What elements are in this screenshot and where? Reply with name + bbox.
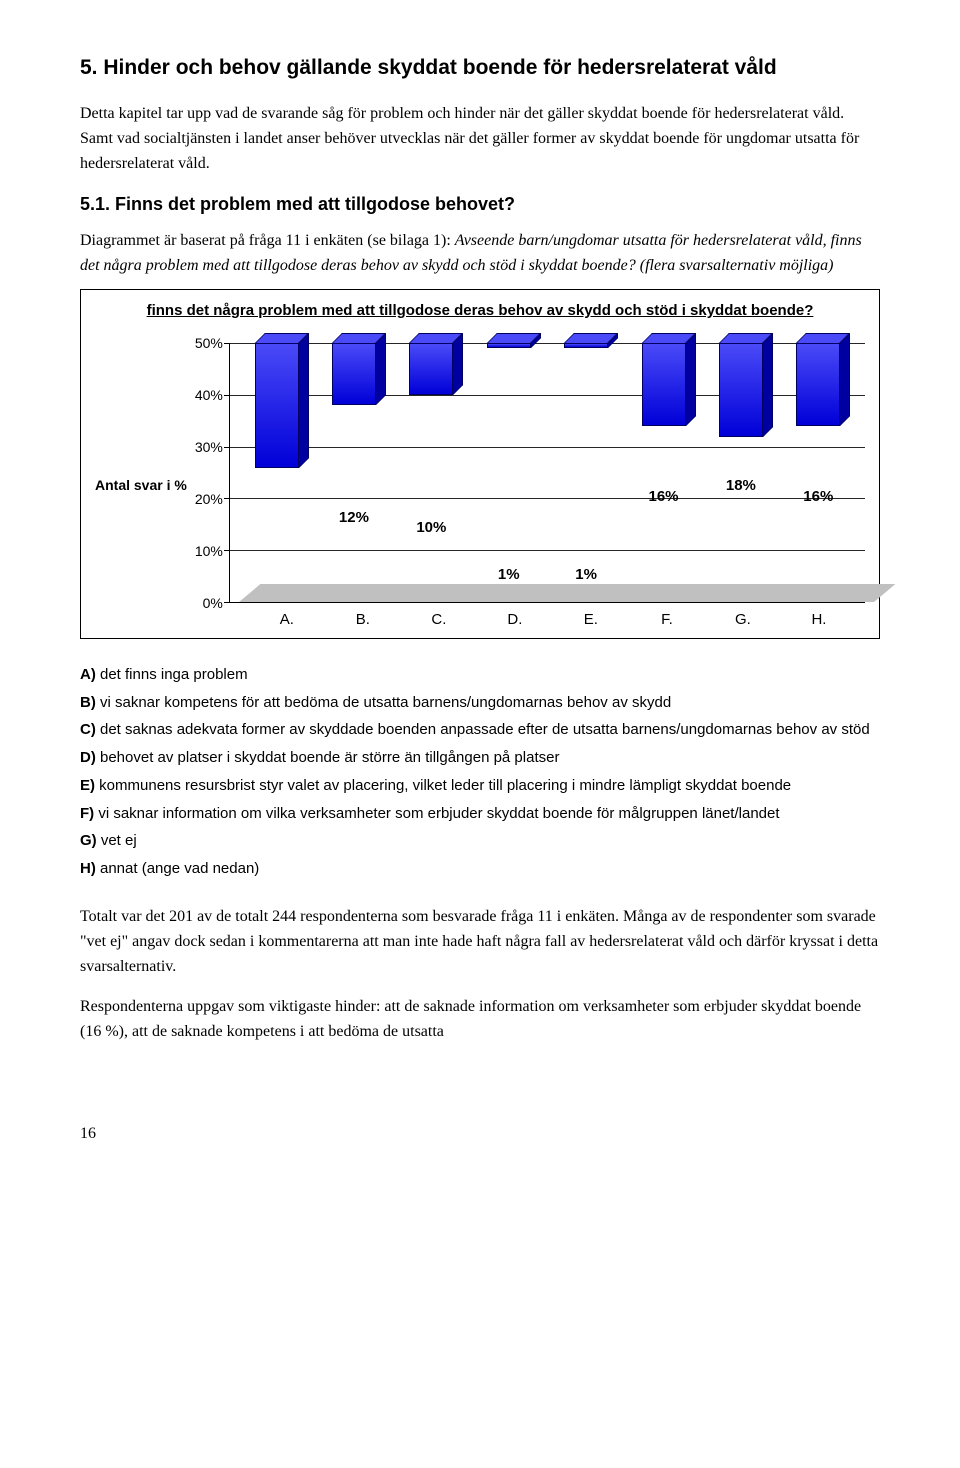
x-axis-label: A. <box>249 611 325 628</box>
intro-paragraph: Detta kapitel tar upp vad de svarande så… <box>80 102 880 176</box>
legend-item: B) vi saknar kompetens för att bedöma de… <box>80 689 880 717</box>
bar <box>409 343 453 395</box>
bar-value-label: 18% <box>726 477 756 494</box>
bar-front <box>487 343 531 348</box>
legend-item: G) vet ej <box>80 827 880 855</box>
legend-item: D) behovet av platser i skyddat boende ä… <box>80 744 880 772</box>
bar-value-label: 1% <box>498 566 520 583</box>
bar <box>332 343 376 405</box>
subsection-heading: 5.1. Finns det problem med att tillgodos… <box>80 194 880 215</box>
bar-side <box>299 333 309 468</box>
bar-value-label: 16% <box>648 488 678 505</box>
legend-item: C) det saknas adekvata former av skyddad… <box>80 716 880 744</box>
section-heading: 5. Hinder och behov gällande skyddat boe… <box>80 56 880 80</box>
x-axis-label: E. <box>553 611 629 628</box>
gridline <box>230 602 865 603</box>
bar-side <box>453 333 463 395</box>
conclusion-paragraph-2: Respondenterna uppgav som viktigaste hin… <box>80 995 880 1045</box>
bar-slot: 1% <box>547 343 624 602</box>
chart-title: finns det några problem med att tillgodo… <box>95 302 865 319</box>
x-axis-label: F. <box>629 611 705 628</box>
bar-front <box>409 343 453 395</box>
bar-slot: 1% <box>470 343 547 602</box>
legend-item: H) annat (ange vad nedan) <box>80 855 880 883</box>
bar-slot: 16% <box>780 343 857 602</box>
question-intro: Diagrammet är baserat på fråga 11 i enkä… <box>80 229 880 279</box>
bar-front <box>796 343 840 426</box>
bar-value-label: 16% <box>803 488 833 505</box>
legend-text: vi saknar information om vilka verksamhe… <box>98 805 779 822</box>
chart-plot-area: 24% 12% 10% 1% 1% 16% 18% 16% <box>229 343 865 603</box>
bar <box>796 343 840 426</box>
legend-item: A) det finns inga problem <box>80 661 880 689</box>
chart-bars: 24% 12% 10% 1% 1% 16% 18% 16% <box>230 343 865 602</box>
page-number: 16 <box>80 1125 880 1143</box>
bar-slot: 18% <box>702 343 779 602</box>
legend-key: H) <box>80 860 100 877</box>
bar-front <box>332 343 376 405</box>
bar-side <box>686 333 696 426</box>
legend-text: vet ej <box>101 832 137 849</box>
bar-value-label: 1% <box>575 566 597 583</box>
bar-slot: 10% <box>393 343 470 602</box>
legend-key: G) <box>80 832 101 849</box>
bar-front <box>255 343 299 468</box>
legend-text: annat (ange vad nedan) <box>100 860 259 877</box>
chart-legend: A) det finns inga problemB) vi saknar ko… <box>80 661 880 883</box>
x-axis-labels: A.B.C.D.E.F.G.H. <box>241 603 865 628</box>
y-tickmark <box>224 602 230 603</box>
legend-text: det saknas adekvata former av skyddade b… <box>100 721 870 738</box>
bar-slot: 16% <box>625 343 702 602</box>
x-axis-label: B. <box>325 611 401 628</box>
legend-item: F) vi saknar information om vilka verksa… <box>80 800 880 828</box>
y-axis-label: Antal svar i % <box>95 343 195 628</box>
y-axis-ticks: 50%40%30%20%10%0% <box>195 343 229 603</box>
legend-key: D) <box>80 749 100 766</box>
chart-container: finns det några problem med att tillgodo… <box>80 289 880 639</box>
bar <box>487 343 531 348</box>
legend-text: behovet av platser i skyddat boende är s… <box>100 749 559 766</box>
legend-text: vi saknar kompetens för att bedöma de ut… <box>100 694 671 711</box>
bar-value-label: 12% <box>339 509 369 526</box>
bar-slot: 12% <box>315 343 392 602</box>
bar <box>255 343 299 468</box>
conclusion-paragraph-1: Totalt var det 201 av de totalt 244 resp… <box>80 905 880 979</box>
legend-key: E) <box>80 777 99 794</box>
legend-key: C) <box>80 721 100 738</box>
bar-slot: 24% <box>238 343 315 602</box>
bar-value-label: 10% <box>416 519 446 536</box>
legend-item: E) kommunens resursbrist styr valet av p… <box>80 772 880 800</box>
bar <box>642 343 686 426</box>
bar-side <box>376 333 386 405</box>
bar <box>719 343 763 437</box>
bar-front <box>564 343 608 348</box>
bar-side <box>840 333 850 426</box>
x-axis-label: H. <box>781 611 857 628</box>
legend-key: A) <box>80 666 100 683</box>
bar-front <box>642 343 686 426</box>
x-axis-label: D. <box>477 611 553 628</box>
bar-front <box>719 343 763 437</box>
x-axis-label: G. <box>705 611 781 628</box>
bar <box>564 343 608 348</box>
legend-text: det finns inga problem <box>100 666 248 683</box>
question-lead: Diagrammet är baserat på fråga 11 i enkä… <box>80 232 455 249</box>
legend-key: F) <box>80 805 98 822</box>
x-axis-label: C. <box>401 611 477 628</box>
legend-text: kommunens resursbrist styr valet av plac… <box>99 777 791 794</box>
bar-side <box>763 333 773 437</box>
legend-key: B) <box>80 694 100 711</box>
